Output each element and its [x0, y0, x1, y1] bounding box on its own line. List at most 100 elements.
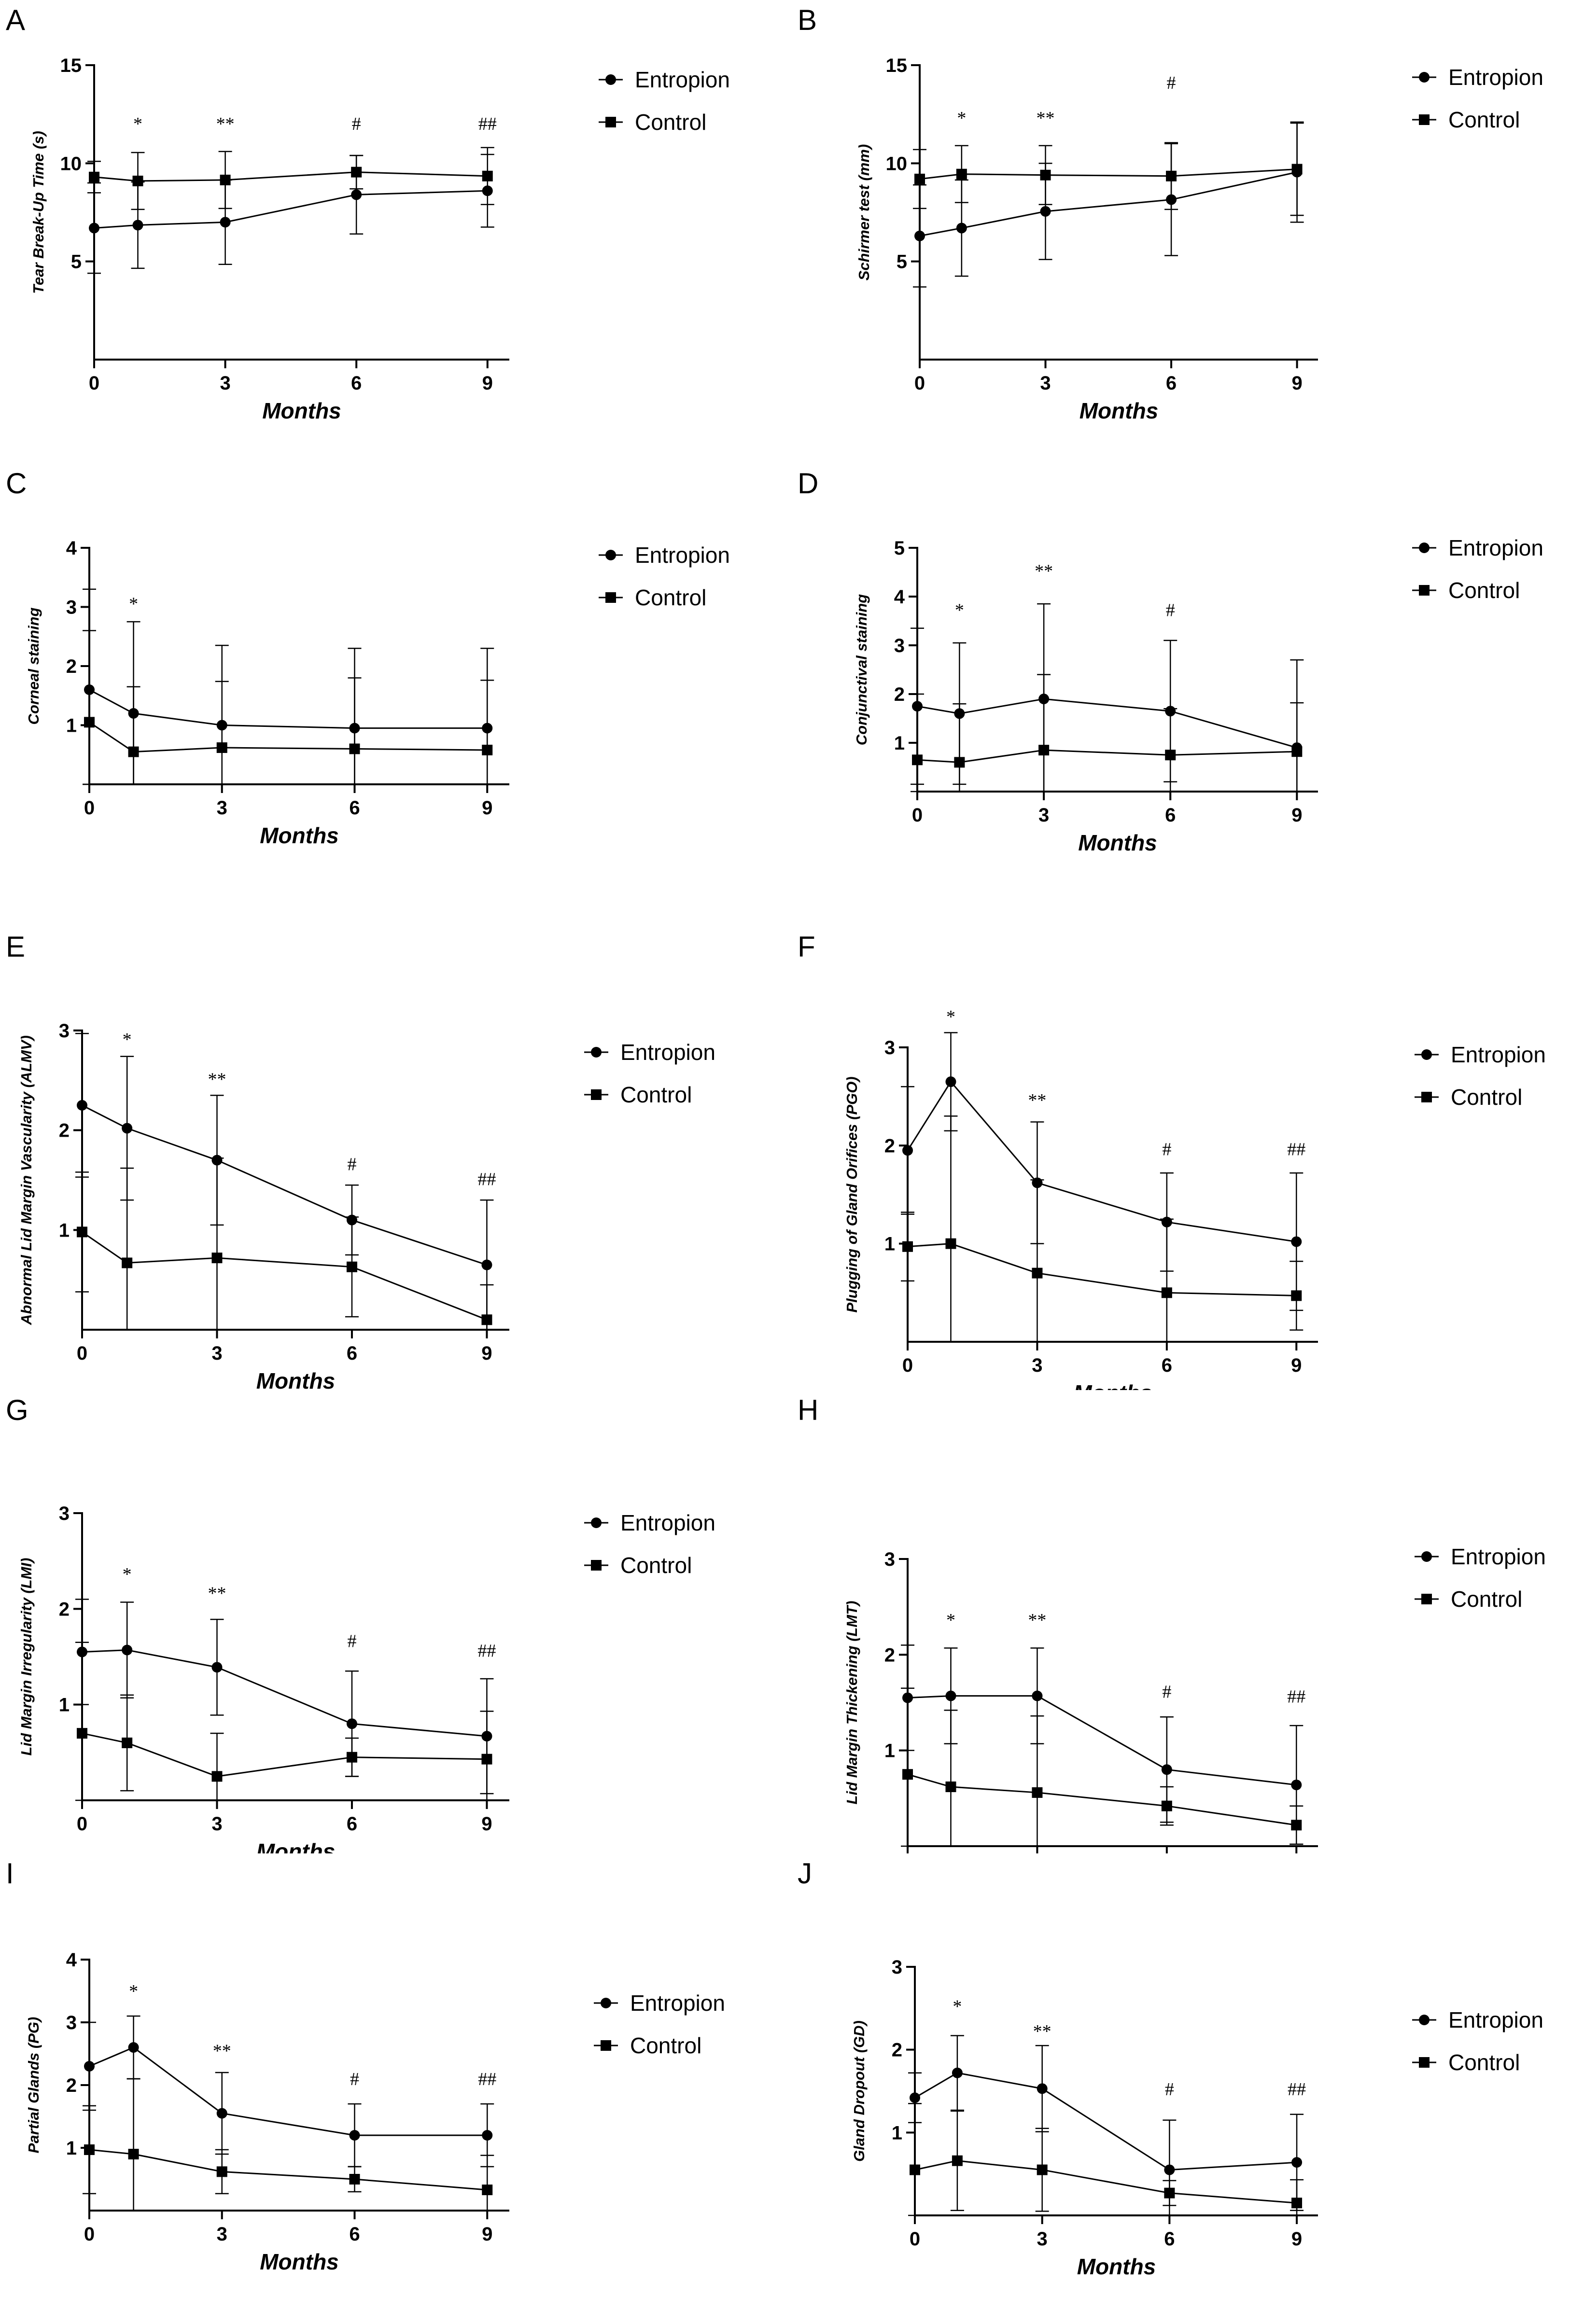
panel-g: G 1 2 3 0 3 6 9 Months Lid Margin Irregularity (L…: [0, 1390, 792, 1853]
legend-control-marker: [1421, 1594, 1432, 1604]
significance-marker: ##: [478, 114, 497, 134]
control-point: [346, 1752, 357, 1763]
series-entropion: [75, 1599, 494, 1795]
y-tick-label: 5: [71, 251, 82, 273]
legend-control-label: Control: [1448, 578, 1520, 603]
y-tick-label: 15: [886, 55, 908, 76]
x-axis-title: Months: [1079, 398, 1159, 423]
entropion-point: [216, 2108, 227, 2119]
entropion-point: [220, 217, 231, 228]
y-axis-title: Tear Break-Up Time (s): [30, 131, 47, 294]
x-tick-label: 9: [481, 1343, 492, 1364]
significance-marker: *: [129, 594, 138, 614]
series-control: [908, 2103, 1304, 2216]
legend-control-marker: [591, 1560, 602, 1571]
entropion-point: [910, 2092, 920, 2103]
y-tick-label: 2: [66, 2075, 77, 2096]
y-tick-label: 10: [886, 153, 908, 174]
control-point: [216, 2166, 227, 2177]
y-tick-label: 3: [884, 1549, 895, 1570]
significance-marker: #: [1162, 1140, 1171, 1160]
y-tick-label: 1: [884, 1740, 895, 1762]
control-point: [220, 174, 231, 185]
control-point: [128, 746, 139, 757]
series-control: [75, 1642, 494, 1801]
significance-marker: **: [1028, 1090, 1046, 1111]
control-point: [1161, 1287, 1172, 1298]
series-control: [913, 122, 1304, 216]
legend-entropion-marker: [1421, 1049, 1432, 1060]
chart-svg-e: E 1 2 3 0 3 6 9 Months Abnormal Lid Margin Vascul…: [6, 931, 715, 1390]
y-axis-title: Abnormal Lid Margin Vascularity (ALMV): [18, 1035, 35, 1325]
legend-control-label: Control: [635, 110, 706, 135]
control-point: [952, 2155, 963, 2166]
significance-marker: #: [352, 114, 361, 134]
series-entropion: [87, 153, 494, 274]
panel-a: A 5 10 15 0 3 6 9 Months Tear Break-Up Time (s) * *…: [0, 0, 792, 463]
x-tick-label: 9: [482, 2224, 492, 2245]
entropion-point: [132, 220, 143, 231]
entropion-point: [84, 2061, 95, 2072]
control-point: [1037, 2164, 1048, 2175]
control-point: [89, 171, 99, 182]
control-point: [910, 2164, 920, 2175]
entropion-line: [917, 698, 1297, 749]
x-tick-label: 3: [1037, 2228, 1048, 2250]
panel-letter: J: [798, 1857, 812, 1890]
significance-marker: #: [1165, 2079, 1174, 2100]
y-axis-title: Lid Margin Thickening (LMT): [843, 1601, 860, 1805]
y-tick-label: 2: [59, 1120, 70, 1141]
entropion-point: [1040, 206, 1051, 217]
x-axis-title: Months: [256, 1368, 336, 1390]
legend-entropion-label: Entropion: [1451, 1544, 1546, 1569]
x-tick-label: 0: [902, 1355, 913, 1376]
control-line: [907, 1243, 1297, 1296]
panel-j: J 1 2 3 0 3 6 9 Months Gland Dropout (GD) * ** # ## En…: [792, 1853, 1584, 2317]
series-entropion: [83, 588, 494, 785]
significance-marker: **: [1035, 561, 1053, 582]
legend-entropion-label: Entropion: [1448, 535, 1543, 560]
control-line: [914, 2160, 1297, 2204]
legend-entropion-marker: [1419, 72, 1430, 83]
entropion-point: [89, 223, 99, 234]
series-control: [83, 630, 494, 785]
significance-marker: *: [129, 1981, 138, 2002]
series-control: [87, 147, 494, 210]
y-axis-title: Plugging of Gland Orifices (PGO): [843, 1076, 860, 1312]
control-point: [1038, 745, 1050, 756]
entropion-point: [122, 1644, 133, 1656]
legend-control-label: Control: [1451, 1085, 1522, 1110]
x-tick-label: 9: [482, 373, 493, 394]
x-axis-title: Months: [260, 2249, 339, 2274]
legend-entropion-label: Entropion: [635, 543, 730, 568]
legend-control-marker: [1419, 114, 1430, 125]
control-point: [349, 2174, 360, 2185]
significance-marker: ##: [1288, 2079, 1306, 2100]
y-tick-label: 4: [66, 538, 77, 559]
legend-control-label: Control: [620, 1553, 692, 1578]
legend-entropion-marker: [605, 550, 616, 560]
panel-letter: C: [6, 467, 27, 500]
significance-marker: #: [347, 1631, 356, 1652]
x-tick-label: 6: [1166, 373, 1177, 394]
x-tick-label: 6: [349, 2224, 360, 2245]
legend-entropion-marker: [605, 74, 616, 85]
legend-entropion-label: Entropion: [620, 1040, 715, 1065]
series-control: [901, 1115, 1304, 1343]
y-tick-label: 2: [894, 684, 905, 705]
x-tick-label: 3: [217, 2224, 227, 2245]
legend: Entropion Control: [1412, 2007, 1543, 2075]
y-tick-label: 3: [884, 1037, 895, 1058]
y-tick-label: 1: [59, 1695, 70, 1716]
significance-marker: *: [946, 1610, 955, 1630]
entropion-point: [1291, 1780, 1302, 1791]
entropion-point: [1291, 2157, 1303, 2168]
y-tick-label: 2: [884, 1135, 895, 1156]
control-point: [1291, 1290, 1302, 1301]
significance-marker: ##: [477, 1641, 496, 1661]
significance-marker: #: [350, 2069, 359, 2089]
x-tick-label: 0: [89, 373, 99, 394]
entropion-line: [919, 171, 1297, 237]
